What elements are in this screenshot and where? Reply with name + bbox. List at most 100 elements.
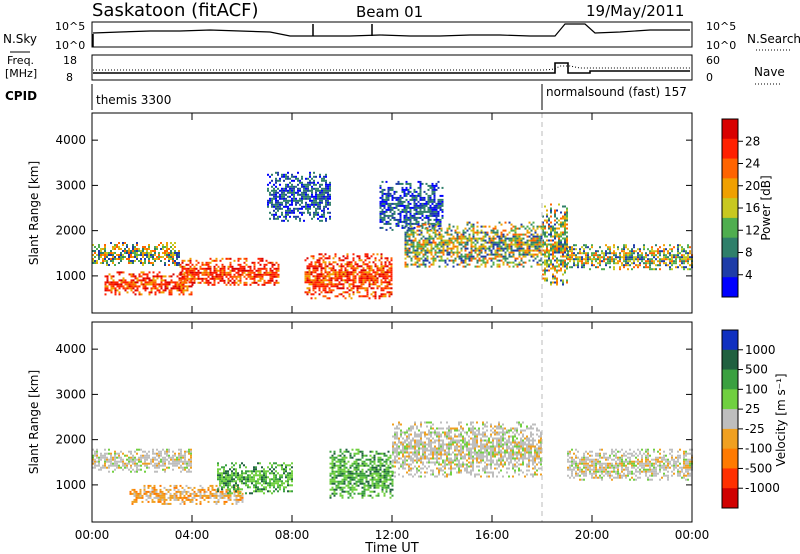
echo-cell — [472, 233, 475, 236]
echo-cell — [237, 486, 239, 489]
echo-cell — [388, 271, 391, 274]
echo-cell — [520, 241, 523, 244]
echo-cell — [516, 237, 519, 240]
echo-cell — [679, 260, 681, 263]
echo-cell — [160, 256, 162, 258]
echo-cell — [323, 177, 325, 180]
echo-cell — [429, 218, 432, 221]
echo-cell — [556, 259, 558, 262]
echo-cell — [516, 243, 519, 246]
echo-cell — [420, 245, 423, 248]
echo-cell — [241, 267, 244, 270]
echo-cell — [297, 177, 299, 180]
echo-cell — [486, 259, 489, 262]
echo-cell — [162, 246, 164, 248]
echo-cell — [382, 265, 385, 268]
echo-cell — [595, 254, 597, 257]
echo-cell — [681, 246, 683, 249]
echo-cell — [172, 248, 174, 250]
echo-cell — [257, 261, 260, 264]
echo-cell — [193, 277, 196, 280]
echo-cell — [569, 246, 571, 249]
echo-cell — [366, 275, 369, 278]
echo-cell — [418, 245, 421, 248]
echo-cell — [383, 188, 386, 191]
echo-cell — [130, 250, 132, 252]
echo-cell — [418, 247, 421, 250]
echo-cell — [227, 498, 230, 501]
echo-cell — [143, 490, 146, 493]
echo-cell — [558, 235, 560, 238]
echo-cell — [414, 263, 417, 266]
echo-cell — [544, 205, 546, 208]
echo-cell — [183, 271, 186, 274]
echo-cell — [100, 250, 102, 252]
echo-cell — [313, 179, 315, 182]
echo-cell — [360, 277, 363, 280]
echo-cell — [494, 253, 497, 256]
echo-cell — [235, 271, 238, 274]
echo-cell — [546, 249, 548, 252]
echo-cell — [532, 245, 535, 248]
echo-cell — [271, 179, 273, 182]
echo-cell — [468, 263, 471, 266]
echo-cell — [157, 498, 160, 501]
echo-cell — [450, 237, 453, 240]
echo-cell — [546, 239, 548, 242]
echo-cell — [548, 223, 550, 226]
echo-cell — [546, 265, 548, 268]
echo-cell — [92, 460, 94, 463]
echo-cell — [599, 256, 601, 259]
echo-cell — [191, 496, 194, 499]
echo-cell — [112, 275, 115, 278]
echo-cell — [108, 252, 110, 254]
echo-cell — [169, 488, 172, 491]
echo-cell — [625, 254, 627, 257]
echo-cell — [464, 231, 467, 234]
echo-cell — [556, 261, 558, 264]
echo-cell — [424, 259, 427, 262]
echo-cell — [219, 271, 222, 274]
echo-cell — [647, 258, 649, 261]
echo-cell — [179, 502, 182, 505]
echo-cell — [269, 193, 271, 196]
echo-cell — [384, 261, 387, 264]
echo-cell — [683, 258, 685, 261]
echo-cell — [379, 184, 382, 187]
echo-cell — [221, 271, 224, 274]
echo-cell — [528, 259, 531, 262]
echo-cell — [166, 287, 169, 290]
echo-cell — [348, 293, 351, 296]
echo-cell — [329, 215, 331, 218]
echo-cell — [182, 462, 184, 465]
echo-cell — [518, 239, 521, 242]
echo-cell — [532, 259, 535, 262]
echo-cell — [411, 216, 414, 219]
echo-cell — [271, 263, 274, 266]
echo-cell — [139, 494, 142, 497]
echo-cell — [156, 256, 158, 258]
echo-cell — [434, 225, 437, 228]
echo-cell — [197, 281, 200, 284]
echo-cell — [352, 257, 355, 260]
echo-cell — [420, 263, 423, 266]
echo-cell — [364, 279, 367, 282]
echo-cell — [562, 255, 564, 258]
echo-cell — [301, 195, 303, 198]
echo-cell — [301, 183, 303, 186]
echo-cell — [429, 208, 432, 211]
echo-cell — [235, 281, 238, 284]
echo-cell — [338, 269, 341, 272]
echo-cell — [118, 271, 121, 274]
echo-cell — [456, 237, 459, 240]
echo-cell — [321, 177, 323, 180]
echo-cell — [151, 490, 154, 493]
echo-cell — [96, 464, 98, 467]
echo-cell — [397, 222, 400, 225]
echo-cell — [312, 257, 315, 260]
echo-cell — [552, 251, 554, 254]
echo-cell — [424, 227, 427, 230]
echo-cell — [211, 259, 214, 262]
echo-cell — [409, 210, 412, 213]
echo-cell — [436, 223, 439, 226]
